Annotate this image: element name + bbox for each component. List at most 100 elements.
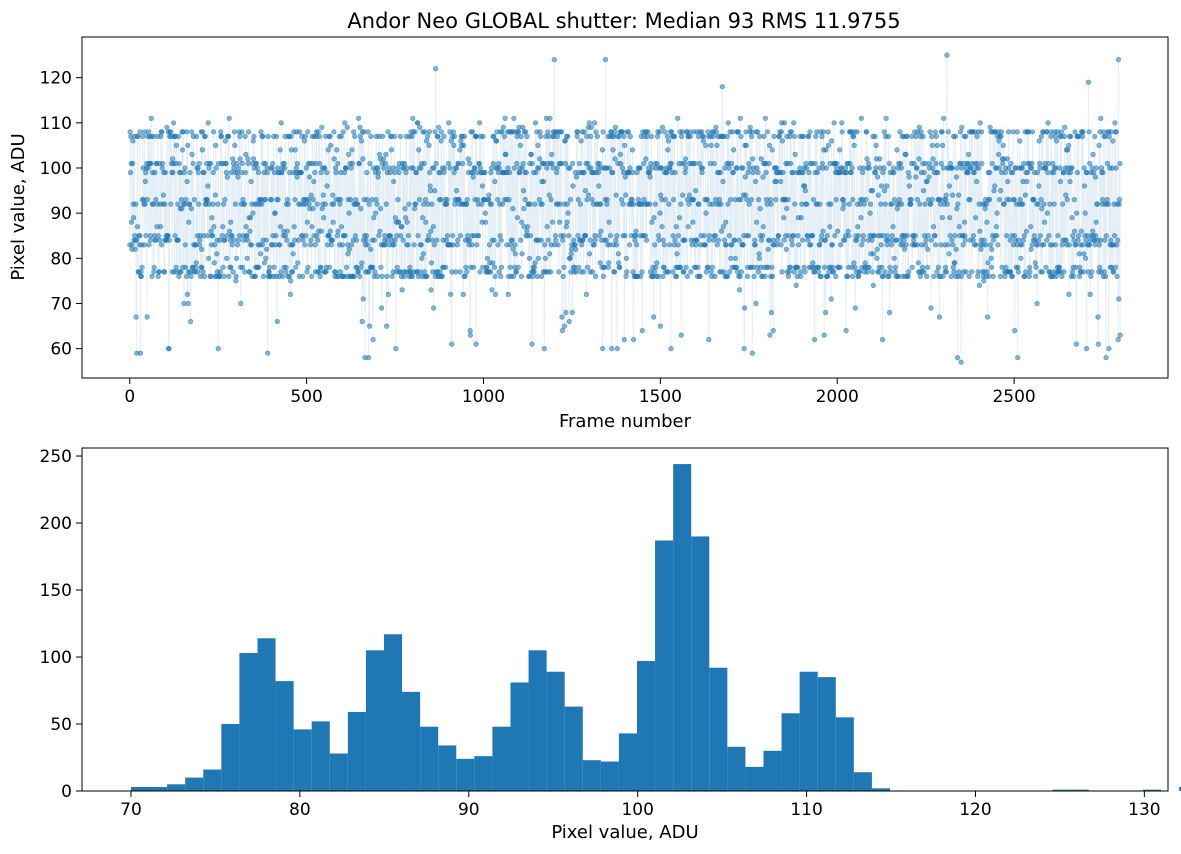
scatter-point: [800, 169, 806, 176]
scatter-point: [1047, 201, 1053, 207]
scatter-point: [161, 269, 167, 275]
scatter-point: [259, 242, 266, 248]
scatter-point: [398, 233, 404, 239]
scatter-point: [465, 156, 471, 162]
scatter-point: [973, 242, 979, 248]
scatter-point: [160, 192, 166, 198]
scatter-point: [232, 142, 238, 148]
scatter-point: [1076, 273, 1083, 280]
scatter-point: [766, 237, 772, 243]
scatter-point: [284, 197, 291, 203]
scatter-point: [1042, 165, 1049, 171]
scatter-point: [532, 201, 538, 207]
scatter-point: [477, 165, 483, 171]
scatter-point: [391, 178, 397, 185]
scatter-point: [701, 233, 707, 239]
scatter-point: [827, 224, 833, 230]
scatter-point: [553, 237, 559, 243]
scatter-point: [805, 237, 811, 243]
scatter-point: [660, 237, 666, 243]
scatter-point: [924, 178, 930, 185]
scatter-point: [934, 269, 940, 275]
scatter-point: [235, 174, 241, 180]
scatter-point: [617, 264, 623, 270]
scatter-point: [151, 269, 157, 275]
histogram-x-tick-label: 80: [289, 800, 311, 820]
scatter-point: [715, 237, 722, 243]
scatter-point: [1071, 228, 1078, 234]
scatter-point: [563, 309, 569, 316]
scatter-point: [301, 138, 308, 144]
histogram-bar: [365, 650, 384, 791]
scatter-point: [1039, 206, 1045, 212]
scatter-point: [906, 174, 912, 180]
scatter-point: [498, 237, 504, 243]
scatter-point: [518, 273, 525, 280]
scatter-point: [965, 169, 971, 176]
scatter-point: [222, 237, 228, 243]
scatter-point: [421, 269, 428, 275]
scatter-point: [955, 192, 962, 198]
scatter-point: [188, 318, 194, 325]
scatter-point: [978, 246, 984, 252]
scatter-point: [773, 178, 779, 185]
scatter-point: [681, 160, 688, 167]
scatter-point: [560, 233, 567, 239]
scatter-point: [542, 255, 549, 261]
scatter-point: [952, 260, 958, 266]
scatter-point: [1066, 291, 1072, 298]
scatter-point: [347, 197, 354, 203]
scatter-point: [876, 269, 882, 275]
scatter-point: [843, 328, 849, 334]
scatter-point: [1039, 269, 1045, 275]
scatter-point: [250, 210, 256, 216]
scatter-point: [620, 201, 626, 207]
scatter-point: [1096, 142, 1102, 148]
scatter-point: [447, 165, 453, 171]
scatter-point: [757, 206, 763, 212]
scatter-point: [384, 273, 390, 280]
scatter-point: [367, 160, 373, 167]
scatter-point: [781, 215, 787, 221]
scatter-point: [258, 129, 264, 135]
scatter-point: [859, 242, 865, 248]
scatter-point: [639, 328, 645, 334]
scatter-point: [933, 133, 939, 139]
scatter-point: [185, 300, 191, 307]
scatter-point: [586, 120, 592, 126]
scatter-point: [374, 201, 380, 207]
scatter-point: [337, 269, 343, 275]
scatter-point: [162, 201, 168, 207]
scatter-point: [920, 133, 926, 139]
scatter-point: [331, 156, 337, 162]
scatter-point: [526, 255, 533, 261]
scatter-point: [626, 242, 633, 248]
scatter-point: [263, 255, 269, 261]
scatter-point: [127, 169, 134, 176]
scatter-point: [536, 197, 543, 203]
scatter-point: [505, 165, 511, 171]
scatter-point: [629, 147, 636, 153]
scatter-point: [506, 197, 512, 203]
scatter-point: [315, 129, 321, 135]
scatter-point: [148, 160, 154, 167]
scatter-point: [178, 269, 184, 275]
scatter-point: [684, 273, 690, 280]
scatter-point: [996, 138, 1002, 144]
histogram-bar: [203, 769, 222, 791]
scatter-point: [376, 151, 383, 157]
scatter-point: [420, 215, 426, 221]
scatter-point: [661, 242, 667, 248]
scatter-point: [1108, 129, 1114, 135]
scatter-point: [706, 233, 713, 239]
scatter-point: [602, 56, 609, 63]
scatter-point: [1108, 237, 1114, 243]
scatter-point: [897, 160, 904, 167]
scatter-point: [975, 269, 981, 275]
scatter-point: [678, 133, 685, 139]
scatter-point: [597, 260, 603, 266]
scatter-point: [235, 165, 241, 171]
scatter-point: [756, 251, 762, 257]
scatter-point: [465, 233, 471, 239]
scatter-point: [1076, 251, 1082, 257]
